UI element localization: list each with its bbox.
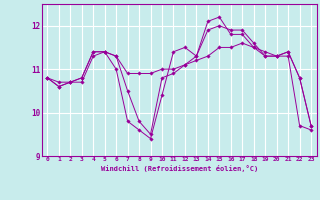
X-axis label: Windchill (Refroidissement éolien,°C): Windchill (Refroidissement éolien,°C) bbox=[100, 165, 258, 172]
